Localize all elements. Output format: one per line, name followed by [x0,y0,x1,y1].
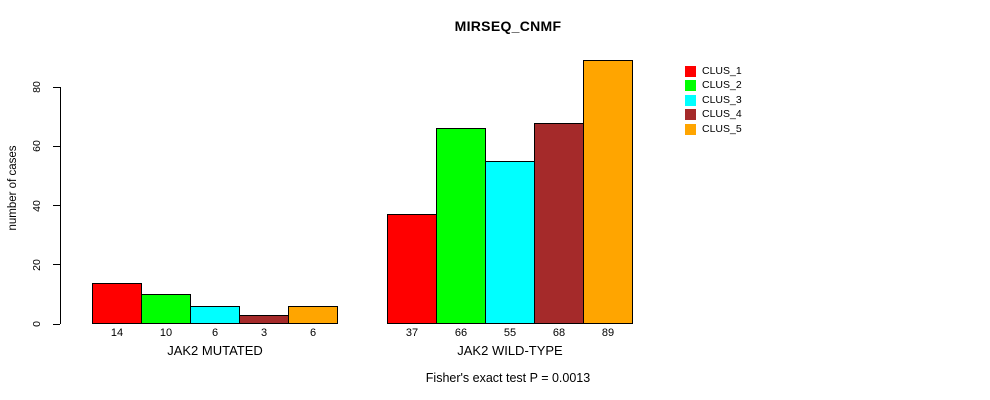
bar-clus_3-1 [190,306,240,324]
bar-value-label: 89 [601,327,615,339]
bar-clus_1-2 [387,214,437,324]
legend: CLUS_1 CLUS_2 CLUS_3 CLUS_4 CLUS_5 [685,64,742,137]
x-group-label: JAK2 MUTATED [167,343,263,358]
legend-swatch [685,123,696,135]
bar-value-label: 6 [309,327,317,339]
y-axis-line [60,87,61,324]
x-group-label: JAK2 WILD-TYPE [457,343,563,358]
legend-item: CLUS_3 [685,93,742,108]
bar-value-label: 68 [552,327,566,339]
bar-value-label: 55 [503,327,517,339]
bar-value-label: 3 [260,327,268,339]
y-tick-mark [53,86,60,88]
y-tick-mark [53,145,60,147]
y-tick-label: 60 [31,140,43,153]
bar-value-label: 6 [211,327,219,339]
legend-swatch [685,94,696,106]
y-tick-label: 40 [31,199,43,212]
bar-clus_2-1 [141,294,191,324]
bar-clus_4-1 [239,315,289,324]
chart-title: MIRSEQ_CNMF [454,18,562,34]
legend-item: CLUS_5 [685,122,742,137]
legend-item: CLUS_2 [685,79,742,94]
legend-swatch [685,109,696,121]
legend-label: CLUS_5 [702,122,742,135]
y-tick-label: 0 [31,321,43,327]
legend-label: CLUS_1 [702,64,742,77]
y-tick-mark [53,323,60,325]
bar-value-label: 10 [159,327,173,339]
legend-swatch [685,80,696,92]
legend-label: CLUS_4 [702,108,742,121]
legend-label: CLUS_2 [702,79,742,92]
pvalue-annotation: Fisher's exact test P = 0.0013 [425,371,591,385]
legend-item: CLUS_4 [685,108,742,123]
bar-value-label: 37 [405,327,419,339]
bar-value-label: 66 [454,327,468,339]
bar-clus_4-2 [534,122,584,324]
y-tick-label: 20 [31,258,43,271]
legend-swatch [685,65,696,77]
y-tick-mark [53,264,60,266]
legend-label: CLUS_3 [702,93,742,106]
bar-clus_5-1 [288,306,338,324]
bar-clus_1-1 [92,282,142,324]
bar-value-label: 14 [110,327,124,339]
bar-clus_2-2 [436,128,486,324]
y-tick-mark [53,205,60,206]
bar-clus_5-2 [583,60,633,324]
bar-clus_3-2 [485,161,535,324]
y-tick-label: 80 [31,81,43,93]
legend-item: CLUS_1 [685,64,742,79]
y-axis-label: number of cases [7,145,19,231]
